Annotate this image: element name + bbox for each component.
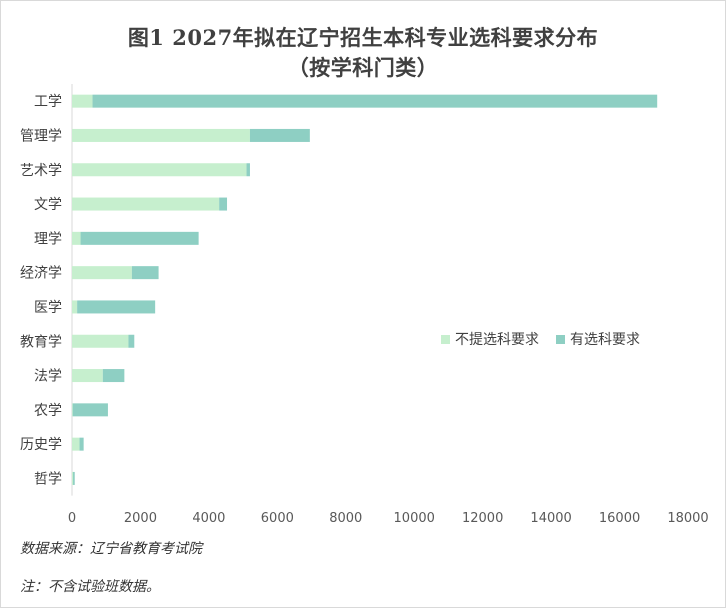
- bar-segment-with-requirement: [131, 266, 159, 280]
- source-note: 数据来源：辽宁省教育考试院: [20, 541, 202, 557]
- x-tick-label: 12000: [462, 511, 503, 526]
- x-tick-labels: 0 2000 4000 6000 8000 10000 12000 14000 16000 180…: [68, 511, 709, 526]
- legend-swatch: [441, 335, 450, 344]
- x-tick-label: 0: [68, 511, 76, 526]
- bars: [72, 94, 658, 485]
- x-tick-label: 16000: [599, 511, 640, 526]
- category-label: 法学: [34, 369, 62, 385]
- bar-segment-with-requirement: [80, 231, 199, 245]
- category-label: 艺术学: [20, 163, 62, 179]
- legend-swatch: [556, 335, 565, 344]
- bar-segment-with-requirement: [219, 197, 228, 211]
- bar-segment-no-requirement: [72, 163, 247, 177]
- bar-segment-no-requirement: [72, 471, 74, 485]
- chart-title: 图1 2027年拟在辽宁招生本科专业选科要求分布: [127, 25, 599, 50]
- bar-segment-with-requirement: [72, 403, 108, 417]
- category-label: 教育学: [20, 334, 62, 350]
- chart-subtitle: （按学科门类）: [287, 55, 439, 80]
- category-label: 经济学: [20, 266, 62, 282]
- bar-segment-no-requirement: [72, 94, 93, 108]
- bar-segment-no-requirement: [72, 197, 220, 211]
- category-label: 工学: [34, 94, 62, 110]
- category-label: 文学: [34, 197, 62, 213]
- x-tick-label: 10000: [394, 511, 435, 526]
- legend: 不提选科要求 有选科要求: [441, 332, 640, 348]
- category-label: 哲学: [34, 471, 62, 487]
- category-label: 农学: [34, 403, 62, 419]
- x-tick-label: 6000: [261, 511, 294, 526]
- bar-segment-with-requirement: [73, 471, 75, 485]
- bar-segment-no-requirement: [72, 334, 129, 348]
- bar-segment-no-requirement: [72, 369, 103, 383]
- x-tick-label: 2000: [124, 511, 157, 526]
- x-tick-label: 18000: [667, 511, 708, 526]
- bar-segment-no-requirement: [72, 437, 80, 451]
- bar-segment-with-requirement: [92, 94, 658, 108]
- x-tick-label: 14000: [530, 511, 571, 526]
- bar-segment-no-requirement: [72, 231, 81, 245]
- bar-segment-with-requirement: [246, 163, 250, 177]
- x-tick-label: 4000: [192, 511, 225, 526]
- category-label: 医学: [34, 300, 62, 316]
- category-label: 理学: [34, 231, 62, 247]
- bar-segment-with-requirement: [128, 334, 135, 348]
- legend-label: 不提选科要求: [455, 332, 539, 348]
- bar-segment-with-requirement: [77, 300, 156, 314]
- bar-segment-no-requirement: [72, 128, 250, 142]
- x-tick-label: 8000: [329, 511, 362, 526]
- category-label: 历史学: [20, 437, 62, 453]
- bar-segment-no-requirement: [72, 300, 78, 314]
- legend-label: 有选科要求: [570, 332, 640, 348]
- bar-segment-with-requirement: [249, 128, 310, 142]
- bar-segment-with-requirement: [102, 369, 125, 383]
- bar-segment-no-requirement: [72, 403, 73, 417]
- footnote: 注：不含试验班数据。: [20, 579, 160, 595]
- category-label: 管理学: [20, 128, 62, 144]
- bar-segment-with-requirement: [79, 437, 84, 451]
- bar-segment-no-requirement: [72, 266, 132, 280]
